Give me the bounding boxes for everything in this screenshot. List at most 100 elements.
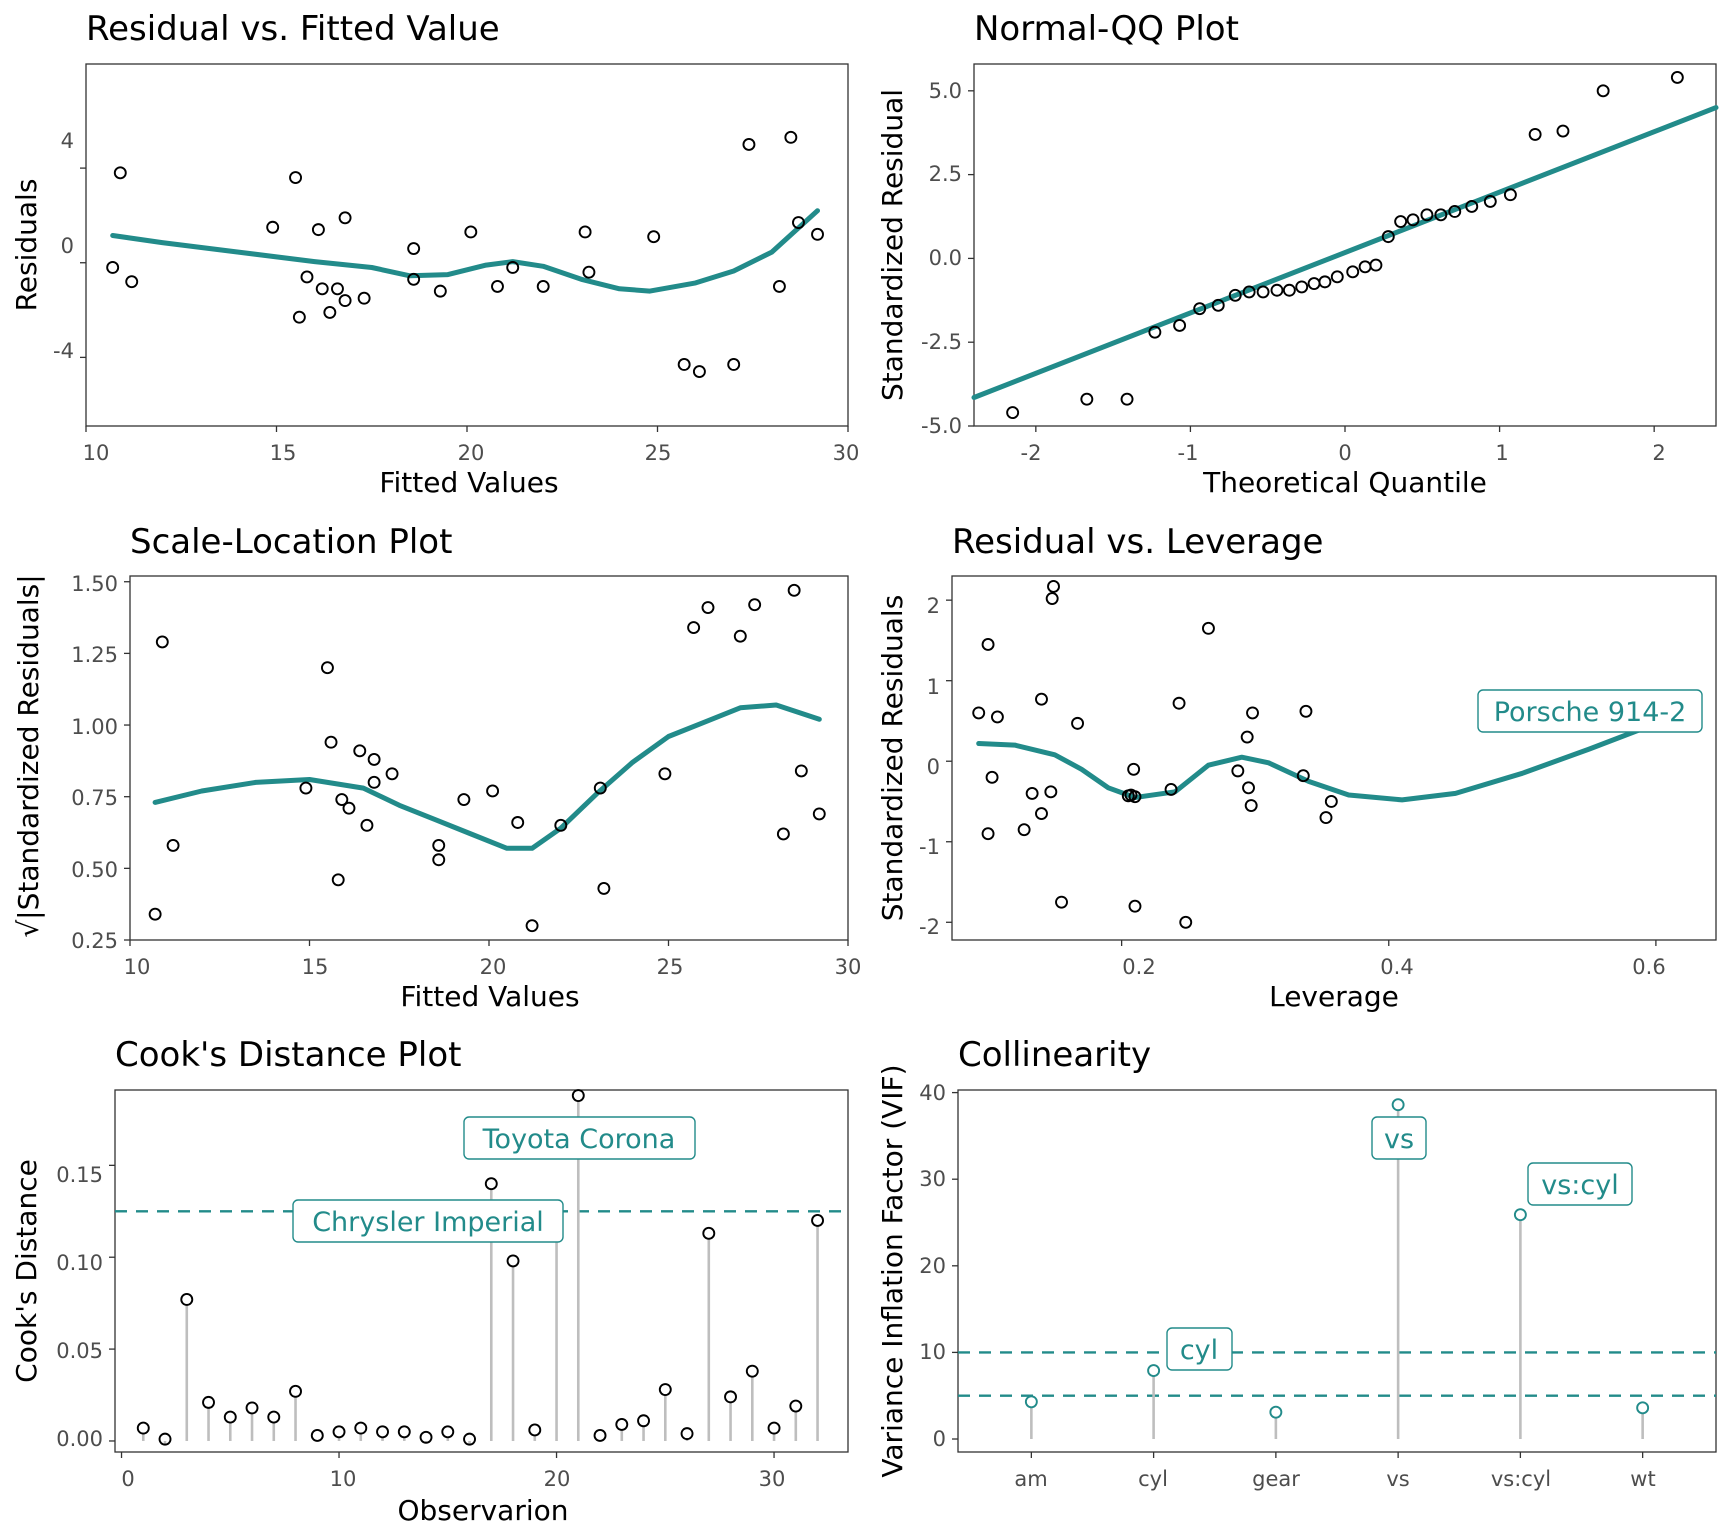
data-point (593, 1429, 607, 1442)
panel-title: Normal-QQ Plot (974, 9, 1239, 49)
data-point (125, 275, 139, 289)
y-tick-label: 0.05 (56, 1339, 103, 1363)
x-tick-label: vs:cyl (1491, 1467, 1551, 1491)
data-point (463, 1432, 476, 1446)
data-point (811, 1214, 824, 1227)
data-point (1035, 807, 1048, 821)
y-tick-label: 0 (933, 1427, 946, 1451)
trend-line (976, 718, 1666, 803)
plot-marks (124, 581, 849, 946)
y-tick-label: -2.5 (921, 330, 962, 354)
y-tick-label: 1.25 (71, 643, 118, 667)
y-tick-label: 30 (919, 1167, 946, 1191)
data-point (658, 767, 672, 781)
data-point (338, 211, 352, 225)
data-point (1596, 84, 1610, 98)
data-point (615, 1417, 629, 1431)
data-point (1270, 283, 1284, 297)
plot-marks (80, 130, 849, 432)
data-point (432, 853, 446, 867)
plot-frame (973, 63, 1717, 427)
x-tick-label: -2 (1021, 441, 1042, 465)
data-point (367, 752, 381, 766)
data-point (1420, 208, 1434, 222)
data-point (321, 661, 334, 675)
panel-title: Scale-Location Plot (130, 522, 452, 562)
annotation-box (292, 1199, 564, 1243)
data-point (812, 807, 826, 821)
data-point (289, 171, 302, 185)
data-point (266, 220, 280, 234)
data-point (148, 907, 162, 921)
annotation-cyl: cyl (1166, 1327, 1233, 1371)
data-point (1228, 288, 1242, 302)
data-point (1296, 769, 1310, 783)
data-point (1127, 762, 1141, 776)
data-point (1670, 70, 1684, 84)
data-point (299, 781, 313, 795)
y-tick-label: 0.50 (71, 858, 118, 882)
data-point (511, 816, 525, 829)
data-point (1047, 580, 1060, 593)
annotation-toyota-corona: Toyota Corona (463, 1116, 696, 1160)
panel-title: Collinearity (958, 1035, 1151, 1075)
y-tick-label: 0.15 (56, 1163, 103, 1187)
data-point (300, 270, 314, 284)
data-point (245, 1401, 259, 1415)
data-point (457, 793, 471, 807)
x-tick-label: 0.2 (1122, 955, 1155, 979)
data-point (158, 1432, 172, 1446)
x-tick-labels: 0.2 0.4 0.6 (1122, 955, 1665, 979)
annotation-label: vs:cyl (1541, 1170, 1618, 1201)
data-point (331, 873, 345, 887)
data-point (1055, 895, 1068, 909)
y-tick-label: -1 (919, 835, 940, 859)
data-point (407, 242, 421, 255)
data-point (289, 1384, 302, 1398)
data-point (323, 305, 337, 319)
data-point (1246, 706, 1259, 720)
data-point (484, 1177, 498, 1191)
data-point (727, 358, 741, 371)
data-point (1556, 124, 1570, 138)
data-point (1242, 781, 1255, 795)
x-axis-label: Theoretical Quantile (1202, 466, 1487, 499)
x-axis-label: Leverage (1269, 980, 1399, 1013)
data-point (106, 261, 120, 274)
trend-line (971, 105, 1719, 400)
data-point (1269, 1405, 1283, 1419)
x-tick-label: 30 (835, 955, 862, 979)
plot-marks (946, 580, 1666, 946)
x-axis-label: Observarion (397, 1494, 568, 1527)
data-point (1483, 194, 1497, 208)
data-point (113, 166, 127, 180)
plot-marks (952, 1091, 1716, 1458)
y-tick-label: 0.00 (56, 1427, 103, 1451)
data-point (972, 706, 986, 720)
y-tick-label: 0.25 (71, 929, 118, 953)
x-tick-labels: 10 15 20 25 30 (83, 441, 860, 465)
data-point (811, 227, 824, 241)
panel-normal-qq: Normal-QQ Plot -2 -1 0 1 2 -5.0 -2.5 0.0… (876, 9, 1719, 499)
data-point (1025, 786, 1039, 800)
data-point (1434, 208, 1448, 222)
data-point (1024, 1395, 1038, 1409)
data-point (571, 1089, 585, 1102)
x-tick-label: 2 (1652, 441, 1665, 465)
data-point (582, 265, 596, 279)
x-tick-label: am (1014, 1467, 1047, 1491)
data-point (491, 279, 504, 293)
y-tick-label: 2.5 (929, 162, 962, 186)
data-point (680, 1427, 694, 1441)
plot-frame (114, 1089, 849, 1453)
y-tick-labels: -2 -1 0 1 2 (919, 594, 940, 939)
data-point (1172, 696, 1186, 710)
y-tick-label: 1 (927, 675, 940, 699)
y-tick-label: 0 (927, 755, 940, 779)
data-point (990, 710, 1004, 724)
y-tick-label: 0.0 (929, 246, 962, 270)
data-point (692, 365, 706, 379)
data-point (787, 583, 801, 597)
y-tick-labels: 0 10 20 30 40 (919, 1081, 946, 1451)
annotation-box (463, 1116, 696, 1160)
